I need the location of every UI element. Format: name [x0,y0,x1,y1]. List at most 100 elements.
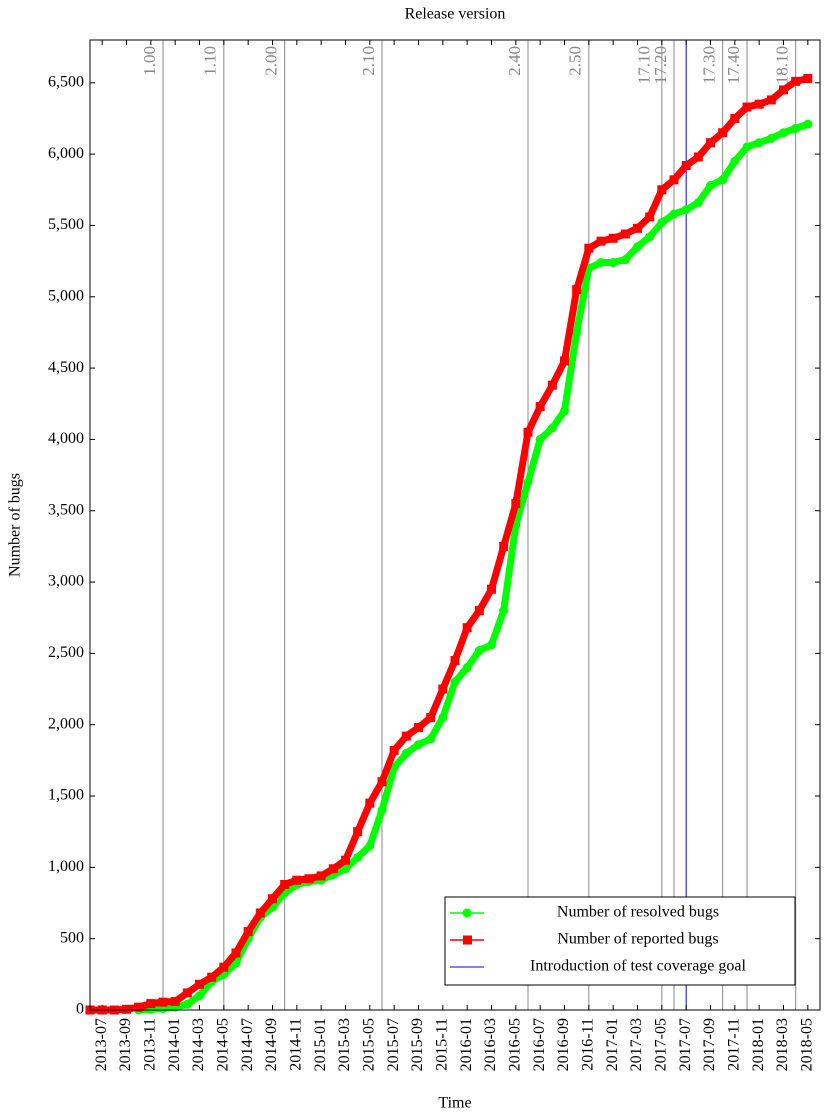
point [754,99,764,109]
y-tick-label: 5,500 [48,216,84,233]
point [718,175,728,185]
point [341,855,350,865]
x-tick-label: 2013-11 [142,1018,159,1071]
point [584,243,594,253]
point [389,745,399,755]
point [170,996,180,1006]
point [608,233,618,243]
legend: Number of resolved bugs Number of reporte… [444,896,796,986]
point [426,734,436,744]
point [474,606,484,616]
point [791,76,801,86]
x-tick-label: 2014-03 [190,1018,207,1071]
point [462,623,472,633]
x-axis-label: Time [438,1095,471,1112]
point [207,972,217,982]
y-tick-label: 0 [76,1001,84,1018]
point [681,161,691,171]
point [779,128,788,138]
x-tick-label: 2015-01 [312,1018,329,1071]
series-line [138,120,809,1014]
x-tick-label: 2018-01 [750,1018,767,1071]
x-tick-label: 2014-11 [288,1018,305,1071]
x-tick-label: 2018-05 [799,1018,816,1071]
point [219,962,229,972]
x-tick-label: 2017-11 [726,1018,743,1071]
point [706,181,715,190]
point [450,677,460,687]
point [706,138,715,148]
release-label: 18.10 [773,46,792,84]
point [754,138,764,148]
x-tick-label: 2017-01 [604,1018,621,1071]
point [487,584,496,594]
point [353,827,363,837]
x-tick-label: 2017-05 [653,1018,670,1071]
x-tick-label: 2016-03 [482,1018,499,1071]
x-tick-label: 2015-11 [434,1018,451,1071]
point [572,327,582,337]
point [255,908,265,918]
y-tick-label: 2,000 [48,715,84,732]
x-tick-label: 2017-09 [701,1018,718,1071]
top-axis-label: Release version [405,6,506,23]
point [560,406,569,416]
x-tick-label: 2014-05 [215,1018,232,1071]
legend-marker [462,908,472,918]
point [742,142,752,152]
x-tick-label: 2013-07 [93,1018,110,1071]
point [462,663,472,673]
legend-label: Number of reported bugs [557,931,718,948]
point [681,205,691,215]
legend-box [444,896,796,986]
release-label: 17.30 [700,46,719,84]
point [231,948,241,958]
point [195,991,204,1001]
release-label: 2.50 [566,46,585,76]
point [669,175,679,185]
x-tick-label: 2016-11 [580,1018,597,1071]
x-tick-label: 2015-09 [409,1018,426,1071]
point [657,218,667,228]
point [316,871,326,881]
point [766,133,776,143]
point [487,640,496,650]
x-tick-label: 2018-03 [774,1018,791,1071]
x-tick-label: 2014-09 [263,1018,280,1071]
x-tick-label: 2017-07 [677,1018,694,1071]
point [535,402,545,412]
y-tick-label: 2,500 [48,644,84,661]
point [608,258,618,268]
point [134,1002,144,1012]
point [195,979,204,989]
point [779,85,788,95]
point [620,229,630,239]
y-tick-label: 6,500 [48,73,84,90]
y-tick-label: 500 [60,929,84,946]
y-tick-label: 4,000 [48,430,84,447]
point [341,864,350,874]
x-tick-label: 2013-09 [117,1018,134,1071]
release-label: 2.40 [505,46,524,76]
point [438,684,448,694]
point [353,852,363,862]
point [182,988,192,998]
point [718,128,728,138]
x-tick-label: 2014-07 [239,1018,256,1071]
point [791,123,801,133]
point [693,152,703,162]
point [182,999,192,1009]
point [633,242,642,252]
point [645,232,655,242]
point [572,285,582,295]
release-label: 2.00 [262,46,281,76]
release-label: 1.00 [140,46,159,76]
point [669,209,679,219]
point [645,212,655,222]
y-tick-label: 4,500 [48,359,84,376]
point [633,223,642,233]
release-label: 17.20 [651,46,670,84]
point [243,927,253,937]
point [158,997,168,1007]
point [365,798,375,808]
